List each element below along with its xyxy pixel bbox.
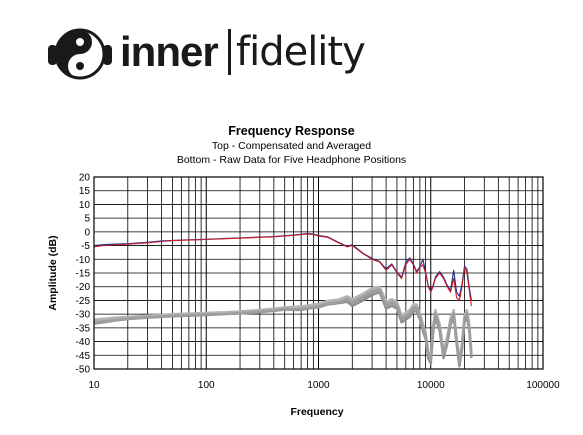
chart-title: Frequency Response — [228, 124, 355, 138]
y-tick-label: -25 — [76, 296, 91, 307]
y-tick-label: -40 — [76, 337, 91, 348]
y-tick-label: -15 — [76, 269, 91, 280]
y-axis-label: Amplitude (dB) — [47, 235, 59, 310]
x-tick-label: 1000 — [307, 380, 330, 391]
y-tick-label: 0 — [84, 227, 90, 238]
series-line-0 — [93, 233, 472, 306]
y-tick-label: -35 — [76, 323, 91, 334]
innerfidelity-logo: inner fidelity — [46, 23, 366, 85]
plot-frame — [93, 176, 544, 370]
tick-layer: 20 15 10 5 0 -5 -10 -15 -20 -25 -30 -35 -40 -45 -50 10 1… — [76, 173, 561, 392]
y-tick-label: -20 — [76, 282, 91, 293]
chart-subtitle-1: Top - Compensated and Averaged — [211, 140, 372, 152]
chart-subtitle-2: Bottom - Raw Data for Five Headphone Pos… — [176, 154, 407, 166]
x-tick-label: 10000 — [417, 380, 445, 391]
yin-yang-headphones-icon — [48, 28, 112, 80]
grid-layer — [93, 176, 543, 370]
x-axis-label: Frequency — [290, 406, 343, 418]
series-layer — [93, 232, 473, 368]
x-tick-label: 100 — [198, 380, 215, 391]
brand-divider — [228, 29, 231, 75]
y-tick-label: -30 — [76, 310, 91, 321]
y-tick-label: 15 — [79, 186, 91, 197]
series-line-3 — [93, 286, 473, 362]
y-tick-label: 20 — [79, 173, 91, 184]
y-tick-label: 5 — [84, 214, 90, 225]
y-tick-label: -45 — [76, 351, 91, 362]
x-tick-label: 100000 — [526, 380, 560, 391]
y-tick-label: -50 — [76, 365, 91, 376]
brand-name-bold: inner — [120, 28, 219, 75]
series-line-5 — [93, 285, 473, 361]
brand-name-light: fidelity — [236, 29, 366, 75]
y-tick-label: 10 — [79, 200, 91, 211]
x-tick-label: 10 — [88, 380, 100, 391]
series-line-6 — [93, 288, 473, 364]
y-tick-label: -5 — [81, 241, 90, 252]
y-tick-label: -10 — [76, 255, 91, 266]
